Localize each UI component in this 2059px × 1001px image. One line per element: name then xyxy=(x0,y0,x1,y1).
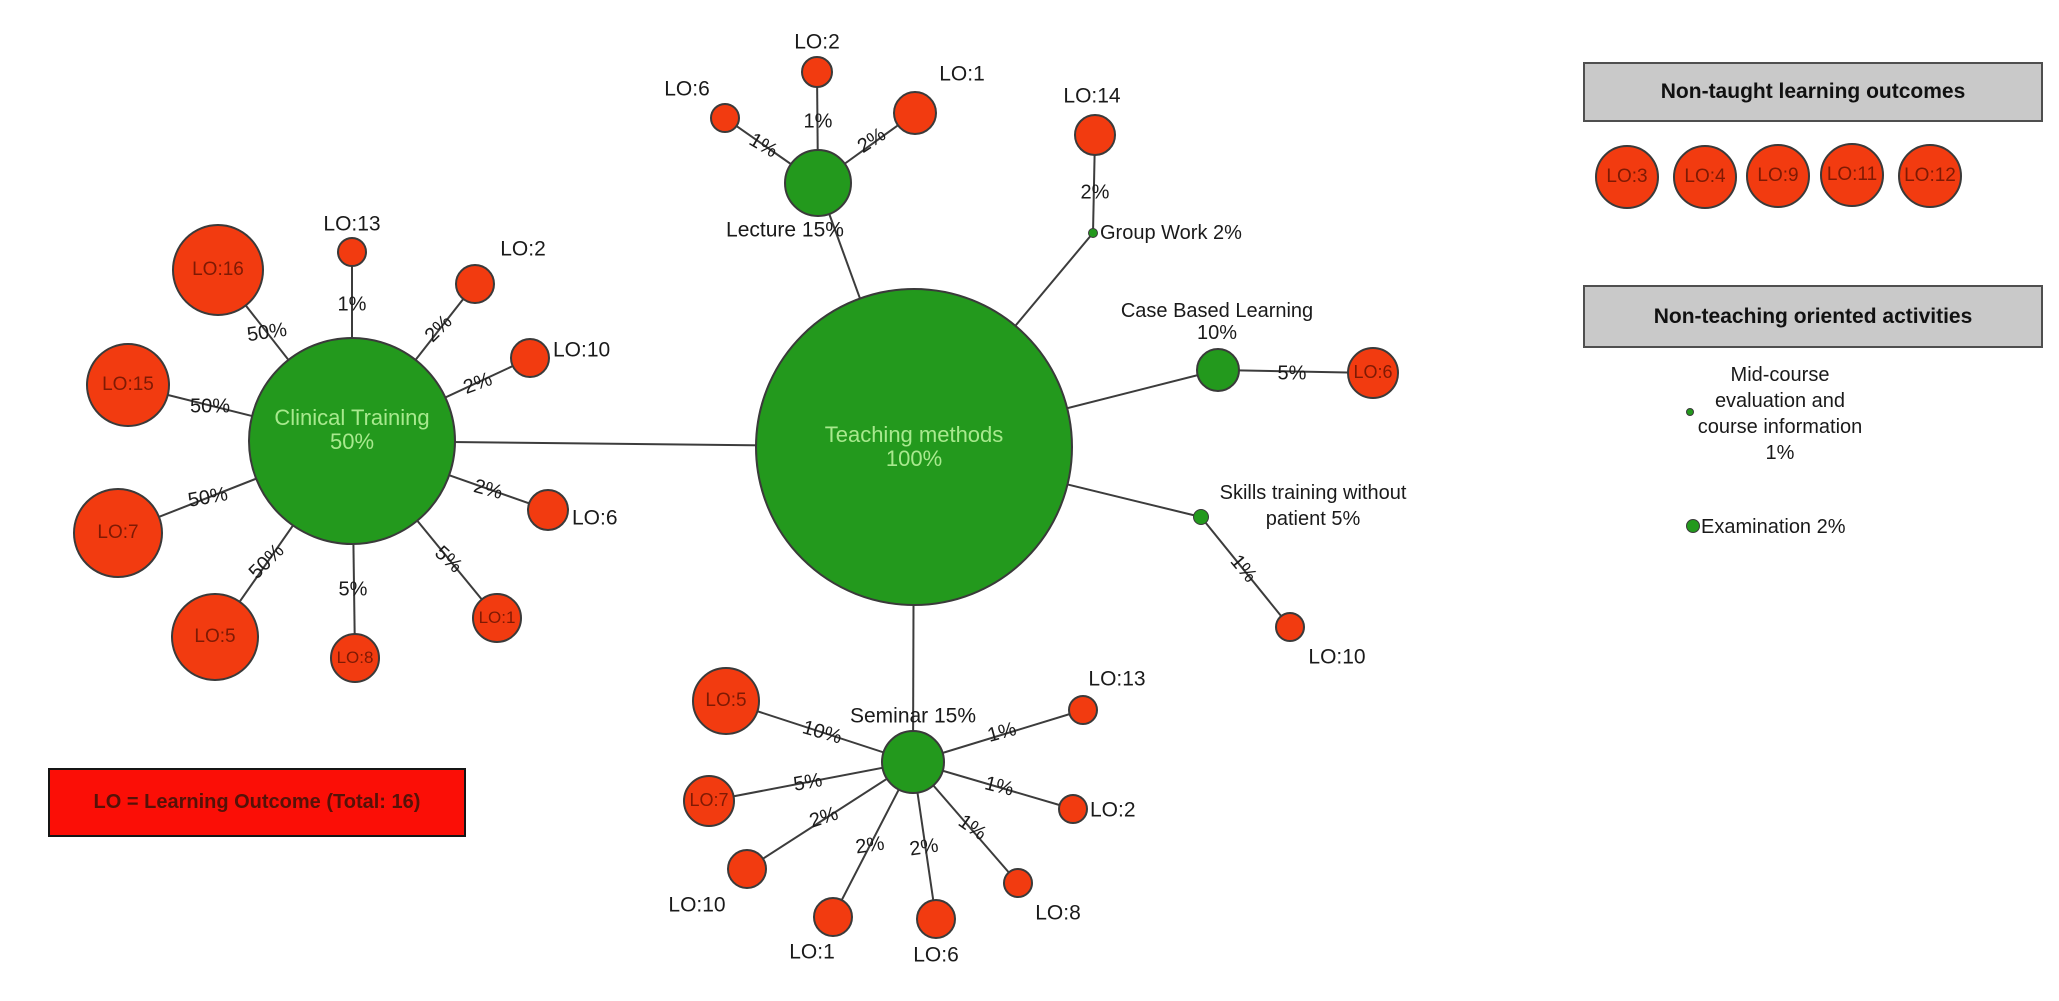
edge-label-lecture-lo2: 1% xyxy=(803,110,833,133)
node-legend-lo12: LO:12 xyxy=(1898,144,1962,208)
node-clinical-lo15-label: LO:15 xyxy=(102,373,154,395)
label-lo2-clinical: LO:2 xyxy=(500,237,546,261)
node-skills xyxy=(1193,509,1209,525)
edge-seminar-lo7 xyxy=(708,761,914,802)
legend-non-taught-title: Non-taught learning outcomes xyxy=(1660,80,1966,103)
label-casebased-title: Case Based Learning 10% xyxy=(1120,300,1314,344)
edge-label-groupwork-lo14: 2% xyxy=(1080,181,1110,204)
label-lo14-groupwork: LO:14 xyxy=(1063,84,1121,108)
node-teaching-label: Teaching methods 100% xyxy=(824,421,1004,471)
node-seminar-lo10 xyxy=(727,849,767,889)
label-lo10-seminar: LO:10 xyxy=(668,893,726,917)
legend-non-teaching-title: Non-teaching oriented activities xyxy=(1653,304,1973,328)
edge-label-seminar-lo7: 5% xyxy=(791,769,825,796)
node-legend-lo3-label: LO:3 xyxy=(1606,165,1648,187)
node-clinical-lo16-label: LO:16 xyxy=(192,258,244,280)
node-seminar-lo1 xyxy=(813,897,853,937)
label-lo10-skills: LO:10 xyxy=(1308,645,1366,669)
label-lo13-clinical: LO:13 xyxy=(323,212,381,236)
node-clinical-lo7: LO:7 xyxy=(73,488,163,578)
node-clinical: Clinical Training 50% xyxy=(248,337,456,545)
label-lo6-lecture: LO:6 xyxy=(664,77,710,101)
node-seminar-lo6 xyxy=(916,899,956,939)
legend-non-taught-header: Non-taught learning outcomes xyxy=(1583,62,2043,122)
label-lo2-seminar: LO:2 xyxy=(1090,798,1136,822)
node-lecture xyxy=(784,149,852,217)
label-lo1-lecture: LO:1 xyxy=(939,62,985,86)
node-legend-lo9: LO:9 xyxy=(1746,144,1810,208)
node-case-based xyxy=(1196,348,1240,392)
node-clinical-lo15: LO:15 xyxy=(86,343,170,427)
edge-label-clinical-lo8: 5% xyxy=(338,578,368,601)
key-box: LO = Learning Outcome (Total: 16) xyxy=(48,768,466,837)
label-lecture-title: Lecture 15% xyxy=(726,218,844,242)
node-casebased-lo6: LO:6 xyxy=(1347,347,1399,399)
node-clinical-label: Clinical Training 50% xyxy=(274,404,430,454)
node-legend-lo12-label: LO:12 xyxy=(1904,164,1956,186)
label-skills-title: Skills training without patient 5% xyxy=(1219,482,1407,530)
label-seminar-title: Seminar 15% xyxy=(849,704,977,728)
node-lecture-lo6 xyxy=(710,103,740,133)
label-examination-entry: Examination 2% xyxy=(1701,516,1846,538)
node-clinical-lo10 xyxy=(510,338,550,378)
key-text: LO = Learning Outcome (Total: 16) xyxy=(93,791,421,813)
node-clinical-lo8: LO:8 xyxy=(330,633,380,683)
node-clinical-lo6 xyxy=(527,489,569,531)
node-clinical-lo8-label: LO:8 xyxy=(336,647,374,667)
node-teaching: Teaching methods 100% xyxy=(755,288,1073,606)
node-clinical-lo5-label: LO:5 xyxy=(194,625,236,647)
node-clinical-lo1-label: LO:1 xyxy=(478,607,516,627)
label-groupwork-title: Group Work 2% xyxy=(1100,222,1242,244)
node-legend-lo4: LO:4 xyxy=(1673,145,1737,209)
node-seminar-lo8 xyxy=(1003,868,1033,898)
node-seminar-lo7-label: LO:7 xyxy=(689,790,729,811)
edge-seminar-lo10 xyxy=(746,761,914,870)
edge-label-seminar-lo6: 2% xyxy=(908,834,940,861)
node-clinical-lo13 xyxy=(337,237,367,267)
edge-skills-lo10 xyxy=(1200,516,1291,628)
edge-label-seminar-lo1: 2% xyxy=(854,832,886,859)
node-seminar-lo5: LO:5 xyxy=(692,667,760,735)
node-lecture-lo1 xyxy=(893,91,937,135)
node-clinical-lo2 xyxy=(455,264,495,304)
node-skills-lo10 xyxy=(1275,612,1305,642)
legend-non-teaching-header: Non-teaching oriented activities xyxy=(1583,285,2043,348)
node-group-work xyxy=(1088,228,1098,238)
node-casebased-lo6-label: LO:6 xyxy=(1353,362,1393,383)
node-clinical-lo5: LO:5 xyxy=(171,593,259,681)
node-legend-lo11: LO:11 xyxy=(1820,143,1884,207)
node-lecture-lo2 xyxy=(801,56,833,88)
node-clinical-lo16: LO:16 xyxy=(172,224,264,316)
node-seminar-lo5-label: LO:5 xyxy=(705,689,747,711)
node-seminar xyxy=(881,730,945,794)
label-lo8-seminar: LO:8 xyxy=(1035,901,1081,925)
node-legend-lo9-label: LO:9 xyxy=(1757,164,1799,186)
node-seminar-lo2 xyxy=(1058,794,1088,824)
edge-label-clinical-lo15: 50% xyxy=(189,395,231,418)
label-lo1-seminar: LO:1 xyxy=(789,940,835,964)
node-midcourse-dot xyxy=(1686,408,1694,416)
label-lo13-seminar: LO:13 xyxy=(1088,667,1146,691)
node-clinical-lo1: LO:1 xyxy=(472,593,522,643)
label-lo6-clinical: LO:6 xyxy=(572,506,618,530)
node-clinical-lo7-label: LO:7 xyxy=(97,521,139,543)
node-legend-lo3: LO:3 xyxy=(1595,145,1659,209)
label-lo10-clinical: LO:10 xyxy=(553,338,611,362)
node-legend-lo11-label: LO:11 xyxy=(1826,163,1878,185)
node-seminar-lo7: LO:7 xyxy=(683,775,735,827)
node-groupwork-lo14 xyxy=(1074,114,1116,156)
node-legend-lo4-label: LO:4 xyxy=(1684,165,1726,187)
edge-label-casebased-lo6: 5% xyxy=(1277,362,1307,385)
edge-label-clinical-lo13: 1% xyxy=(337,293,367,316)
node-exam-dot xyxy=(1686,519,1700,533)
label-lo6-seminar: LO:6 xyxy=(913,943,959,967)
label-lo2-lecture: LO:2 xyxy=(794,30,840,54)
label-midcourse-entry: Mid-course evaluation and course informa… xyxy=(1697,364,1863,464)
node-seminar-lo13 xyxy=(1068,695,1098,725)
